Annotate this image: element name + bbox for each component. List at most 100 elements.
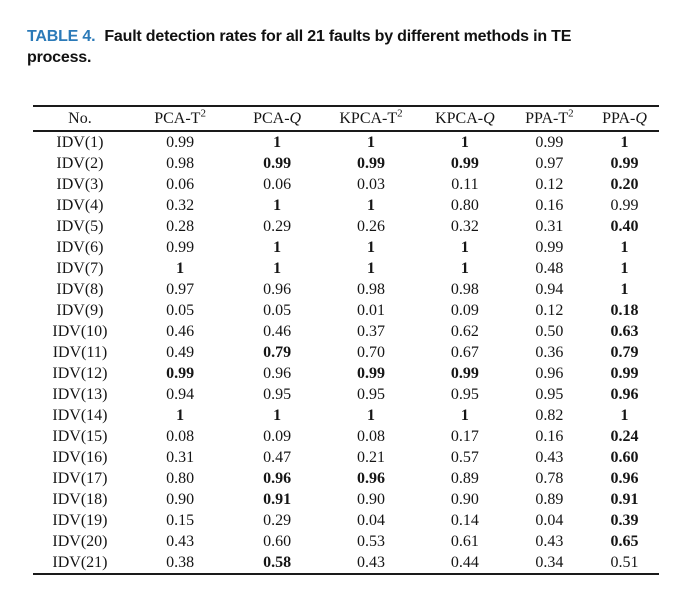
table-cell: 0.96 (263, 281, 292, 298)
row-label: IDV(6) (56, 239, 104, 256)
table-cell: 0.95 (263, 386, 292, 403)
table-cell: 0.57 (450, 449, 479, 466)
table-cell: 0.61 (450, 533, 479, 550)
table-cell: 0.08 (166, 428, 195, 445)
table-cell: 1 (273, 239, 282, 256)
table-cell: 0.90 (166, 491, 195, 508)
table-cell: 0.38 (166, 554, 195, 571)
table-cell: 0.96 (610, 470, 639, 487)
table-cell: 0.16 (535, 197, 564, 214)
table-row: IDV(1) 0.99 1 1 1 0.99 1 (33, 131, 659, 153)
table-caption-text-line2: process. (27, 49, 92, 66)
table-cell: 0.29 (263, 218, 292, 235)
row-label: IDV(9) (56, 302, 104, 319)
table-cell: 0.62 (450, 323, 479, 340)
table-cell: 0.63 (610, 323, 639, 340)
table-cell: 0.99 (535, 134, 564, 151)
table-cell: 0.89 (450, 470, 479, 487)
table-row: IDV(10) 0.46 0.46 0.37 0.62 0.50 0.63 (33, 321, 659, 342)
table-cell: 0.96 (610, 386, 639, 403)
table-cell: 0.96 (357, 470, 385, 487)
table-cell: 0.99 (450, 365, 479, 382)
table-cell: 0.98 (357, 281, 385, 298)
table-row: IDV(8) 0.97 0.96 0.98 0.98 0.94 1 (33, 279, 659, 300)
table-cell: 0.09 (450, 302, 479, 319)
table-cell: 0.96 (263, 365, 292, 382)
column-header-no: No. (68, 109, 92, 127)
table-cell: 0.03 (357, 176, 385, 193)
row-label: IDV(19) (52, 512, 108, 529)
table-cell: 0.46 (263, 323, 292, 340)
table-cell: 1 (460, 239, 469, 256)
table-cell: 0.05 (166, 302, 195, 319)
table-cell: 0.94 (535, 281, 564, 298)
table-cell: 0.58 (263, 554, 292, 571)
table-cell: 0.49 (166, 344, 195, 361)
table-row: IDV(20) 0.43 0.60 0.53 0.61 0.43 0.65 (33, 531, 659, 552)
table-cell: 0.99 (263, 155, 292, 172)
superscript: 2 (200, 107, 206, 120)
table-cell: 0.90 (357, 491, 385, 508)
table-row: IDV(17) 0.80 0.96 0.96 0.89 0.78 0.96 (33, 468, 659, 489)
table-cell: 0.90 (450, 491, 479, 508)
table-cell: 0.97 (166, 281, 195, 298)
table-cell: 0.91 (263, 491, 292, 508)
table-row: IDV(12) 0.99 0.96 0.99 0.99 0.96 0.99 (33, 363, 659, 384)
table-cell: 0.91 (610, 491, 639, 508)
table-cell: 0.96 (535, 365, 564, 382)
table-cell: 0.34 (535, 554, 564, 571)
table-cell: 1 (367, 134, 375, 151)
table-cell: 0.98 (166, 155, 195, 172)
row-label: IDV(17) (52, 470, 108, 487)
table-cell: 0.99 (610, 197, 639, 214)
table-row: IDV(7) 1 1 1 1 0.48 1 (33, 258, 659, 279)
row-label: IDV(14) (52, 407, 108, 424)
table-cell: 0.06 (263, 176, 292, 193)
table-cell: 1 (620, 281, 629, 298)
table-cell: 0.98 (450, 281, 479, 298)
table-row: IDV(18) 0.90 0.91 0.90 0.90 0.89 0.91 (33, 489, 659, 510)
table-cell: 1 (273, 134, 282, 151)
table-cell: 0.51 (610, 554, 639, 571)
table-header: No. PCA-T2 PCA-Q KPCA-T2 KPCA-Q PPA-T2 PPA-Q (33, 106, 659, 131)
table-cell: 0.12 (535, 302, 564, 319)
table-cell: 0.43 (357, 554, 385, 571)
table-cell: 0.17 (450, 428, 479, 445)
table-row: IDV(11) 0.49 0.79 0.70 0.67 0.36 0.79 (33, 342, 659, 363)
row-label: IDV(7) (56, 260, 104, 277)
table-cell: 0.60 (263, 533, 292, 550)
table-cell: 0.97 (535, 155, 564, 172)
table-cell: 0.12 (535, 176, 564, 193)
column-header-kpca-q: KPCA-Q (435, 109, 495, 127)
italic-statistic-letter: Q (483, 109, 495, 127)
table-cell: 0.99 (357, 155, 385, 172)
row-label: IDV(10) (52, 323, 108, 340)
table-cell: 0.36 (535, 344, 564, 361)
table-cell: 0.53 (357, 533, 385, 550)
table-cell: 0.95 (535, 386, 564, 403)
row-label: IDV(16) (52, 449, 108, 466)
row-label: IDV(11) (52, 344, 108, 361)
table-row: IDV(3) 0.06 0.06 0.03 0.11 0.12 0.20 (33, 174, 659, 195)
table-cell: 0.95 (450, 386, 479, 403)
table-cell: 0.82 (535, 407, 564, 424)
table-cell: 0.48 (535, 260, 564, 277)
row-label: IDV(4) (56, 197, 104, 214)
table-cell: 0.31 (535, 218, 564, 235)
table-row: IDV(13) 0.94 0.95 0.95 0.95 0.95 0.96 (33, 384, 659, 405)
table-cell: 0.04 (357, 512, 385, 529)
column-header-pca-t2: PCA-T2 (154, 107, 206, 127)
table-row: IDV(21) 0.38 0.58 0.43 0.44 0.34 0.51 (33, 552, 659, 574)
row-label: IDV(21) (52, 554, 108, 571)
superscript: 2 (568, 107, 574, 120)
row-label: IDV(18) (52, 491, 108, 508)
column-header-kpca-t2: KPCA-T2 (339, 107, 403, 127)
table-cell: 1 (460, 134, 469, 151)
table-cell: 1 (367, 260, 375, 277)
table-cell: 0.28 (166, 218, 195, 235)
table-body: IDV(1) 0.99 1 1 1 0.99 1 IDV(2) 0.98 0.99 0.99 0.99… (33, 131, 659, 574)
table-cell: 0.16 (535, 428, 564, 445)
row-label: IDV(8) (56, 281, 104, 298)
table-cell: 0.94 (166, 386, 195, 403)
